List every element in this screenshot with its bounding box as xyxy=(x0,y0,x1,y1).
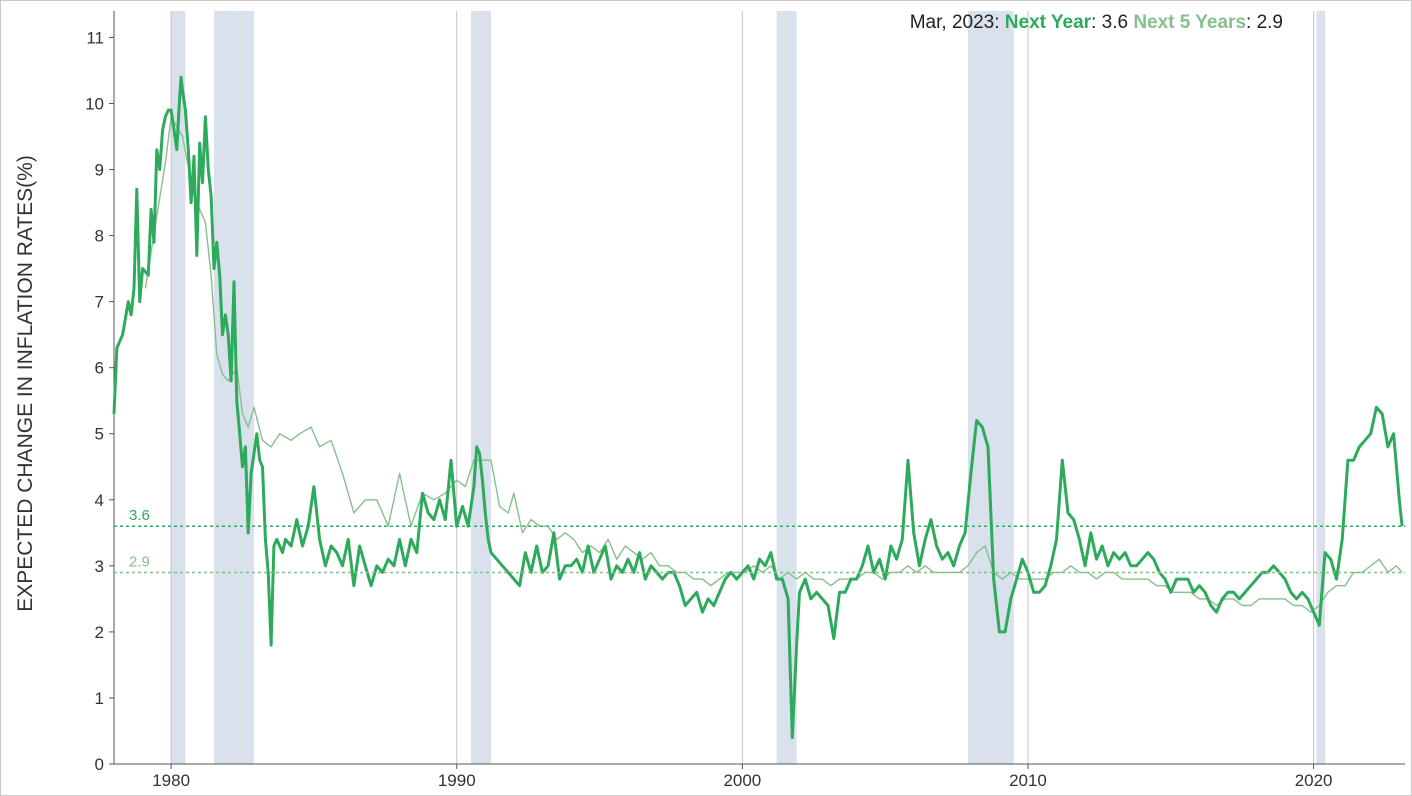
series-line-next-5-years xyxy=(144,116,1403,613)
y-axis-title: EXPECTED CHANGE IN INFLATION RATES(%) xyxy=(14,155,37,612)
chart-header-readout: Mar, 2023: Next Year: 3.6 Next 5 Years: … xyxy=(910,12,1283,34)
x-tick-label: 1980 xyxy=(152,771,190,790)
reference-line-label: 3.6 xyxy=(129,507,150,524)
y-tick-label: 6 xyxy=(95,359,104,378)
recession-band xyxy=(968,11,1014,764)
y-tick-label: 10 xyxy=(85,94,104,113)
y-tick-label: 11 xyxy=(86,28,104,47)
series-line-next-year xyxy=(112,75,1404,740)
y-tick-label: 4 xyxy=(95,491,104,510)
header-series1-label: Next Year xyxy=(1004,12,1092,33)
x-tick-label: 2020 xyxy=(1295,771,1333,790)
header-series2-value: 2.9 xyxy=(1256,12,1283,33)
x-tick-label: 2000 xyxy=(723,771,761,790)
y-tick-label: 2 xyxy=(95,623,104,642)
x-tick-label: 2010 xyxy=(1009,771,1047,790)
header-separator: : xyxy=(1091,12,1102,33)
header-separator: : xyxy=(994,12,1005,33)
y-tick-label: 8 xyxy=(95,227,104,246)
reference-line-label: 2.9 xyxy=(129,553,150,570)
recession-band xyxy=(1316,11,1326,764)
recession-band xyxy=(471,11,492,764)
y-tick-label: 5 xyxy=(95,425,104,444)
recession-band xyxy=(776,11,797,764)
header-separator: : xyxy=(1246,12,1257,33)
y-tick-label: 7 xyxy=(95,293,104,312)
x-tick-label: 1990 xyxy=(438,771,476,790)
header-series1-value: 3.6 xyxy=(1101,12,1129,33)
header-date: Mar, 2023 xyxy=(909,12,995,33)
recession-band xyxy=(213,11,254,764)
recession-band xyxy=(171,11,186,764)
y-tick-label: 9 xyxy=(95,161,104,180)
y-tick-label: 1 xyxy=(95,689,104,708)
y-tick-label: 0 xyxy=(95,755,104,774)
y-tick-label: 3 xyxy=(95,557,104,576)
header-series2-label: Next 5 Years xyxy=(1133,12,1247,33)
